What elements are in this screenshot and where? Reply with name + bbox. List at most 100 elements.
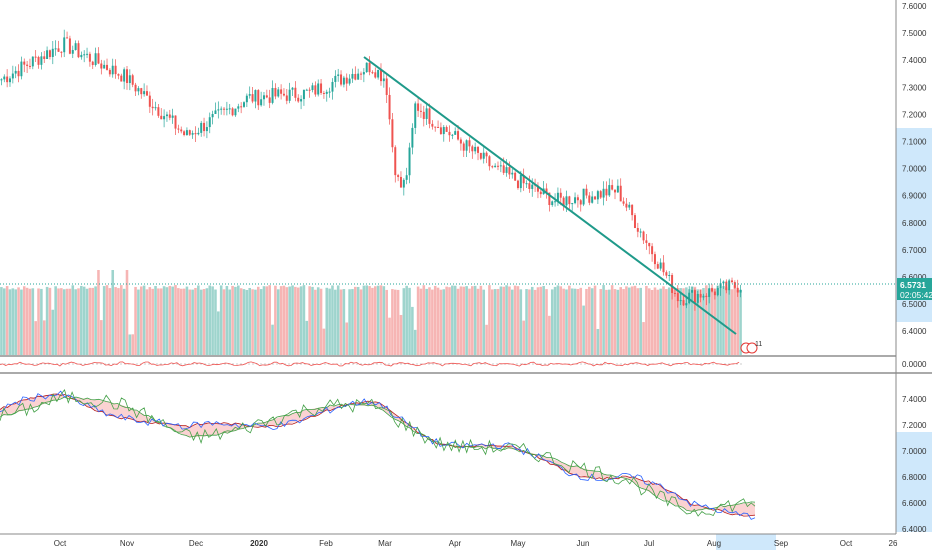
candle-body [265,95,268,98]
volume-bar [197,285,200,355]
volume-bar [562,288,565,355]
volume-bar [528,289,531,355]
volume-bar [120,285,123,355]
volume-bar [376,285,380,355]
trendline[interactable] [363,56,737,335]
candle-body [237,106,240,109]
volume-bar [231,285,234,355]
volume-bar [28,288,32,355]
volume-bar [493,289,497,355]
time-axis[interactable]: Oct Nov Dec 2020 Feb Mar Apr May Jun Jul Aug Sep Oct… [54,539,898,548]
candle-body [308,89,311,91]
ichimoku-tenkan [0,390,756,520]
oscillator-axis[interactable]: 0.0000 [902,360,927,369]
candle-body [311,85,314,91]
volume-bar [336,285,340,355]
candle-body [348,78,351,84]
volume-bar [45,286,49,355]
events-badge[interactable]: 11 [740,341,762,354]
candle-body [728,280,731,291]
candle-body [66,37,69,39]
candle-body [565,196,568,206]
lower-axis[interactable]: 7.4000 7.2000 7.0000 6.8000 6.6000 6.4000 [902,395,927,534]
volume-bar [419,288,423,355]
candle-body [608,185,611,196]
candle-body [625,203,628,208]
candle-body [317,83,320,95]
price-tick-label: 6.7000 [902,246,927,255]
volume-bar [20,289,23,355]
volume-bar [288,286,291,355]
volume-bar [593,285,597,355]
candle-body [528,183,531,189]
candle-body [103,64,106,69]
volume-bar [111,270,115,355]
time-tick-label: Aug [707,539,721,548]
volume-bar [459,286,463,355]
candle-body [325,91,328,94]
volume-bar [322,328,326,355]
volume-bar [271,324,274,355]
candle-body [594,196,597,200]
candle-body [582,188,585,205]
candle-body [271,87,274,103]
candle-body [539,191,542,195]
ichimoku-cloud [0,394,755,516]
volume-bar [282,285,286,355]
candle-body [499,165,502,167]
candle-body [43,56,46,59]
volume-bar [542,285,545,355]
candle-body [128,75,131,84]
candle-body [320,83,323,93]
candle-body [260,99,263,106]
volume-bar [619,287,622,355]
candle-body [659,262,662,269]
candle-body [208,117,211,128]
lower-tick-label: 6.6000 [902,499,927,508]
candle-body [505,167,508,173]
volume-bar [725,287,728,355]
time-tick-label: Feb [319,539,333,548]
volume-bar [685,287,688,355]
candle-body [34,56,37,58]
time-tick-label: Dec [189,539,203,548]
candle-body [171,115,174,118]
volume-bar [405,285,408,355]
volume-bar [177,288,180,355]
candle-body [57,48,60,52]
volume-bar [205,288,209,355]
volume-bar [296,287,300,355]
candle-body [648,242,651,247]
volume-bar [402,288,406,355]
volume-bar [154,286,157,355]
candle-body [60,51,63,53]
volume-bar [736,289,740,355]
candle-body [579,200,582,205]
candle-body [54,48,57,50]
candle-body [291,87,294,90]
candle-body [554,201,557,203]
volume-bar [194,287,197,355]
volume-bar [100,320,103,355]
price-axis[interactable]: 7.6000 7.5000 7.4000 7.3000 7.2000 7.1000 7.00… [902,2,927,336]
volume-bar [365,285,369,355]
volume-bar [696,289,700,355]
candle-body [280,89,283,94]
volume-bar [568,285,571,355]
volume-bar [645,285,648,355]
candle-body [494,165,497,168]
events-badge-count: 11 [755,341,762,348]
volume-bar [276,289,280,355]
candle-body [11,73,14,79]
candle-body [248,94,251,96]
candle-body [442,127,445,135]
time-tick-label: Mar [378,539,392,548]
volume-bar [482,289,486,355]
candle-body [74,43,77,50]
candle-body [519,174,522,189]
candle-body [14,70,17,74]
candle-body [428,108,431,124]
volume-bar [702,288,705,355]
